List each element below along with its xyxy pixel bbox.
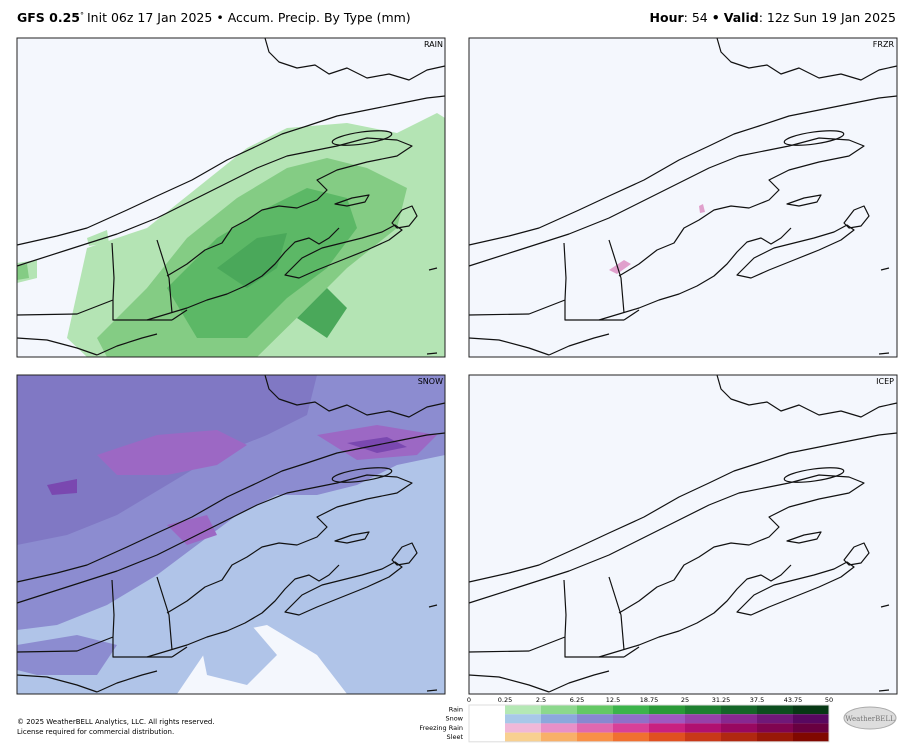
scale-swatch — [577, 705, 613, 715]
icep-panel — [468, 374, 898, 695]
scale-swatch — [649, 723, 685, 733]
scale-tick-label: 25 — [681, 696, 689, 704]
scale-swatch — [793, 732, 829, 742]
scale-tick-label: 37.5 — [750, 696, 764, 704]
init: Init 06z 17 Jan 2025 — [87, 10, 212, 25]
panel-border — [468, 374, 898, 695]
copyright: © 2025 WeatherBELL Analytics, LLC. All r… — [17, 718, 215, 726]
panel-bg — [469, 38, 897, 357]
scale-tick-label: 0.25 — [498, 696, 512, 704]
header-left: GFS 0.25° Init 06z 17 Jan 2025 • Accum. Pre… — [17, 10, 411, 25]
scale-swatch — [541, 732, 577, 742]
scale-swatch — [613, 714, 649, 724]
panel-border — [16, 374, 446, 695]
scale-swatch — [721, 714, 757, 724]
scale-tick-label: 6.25 — [570, 696, 584, 704]
scale-swatch — [721, 732, 757, 742]
panel-label: RAIN — [424, 40, 443, 49]
logo-badge — [843, 706, 897, 730]
scale-swatch — [649, 714, 685, 724]
scale-swatch — [793, 723, 829, 733]
scale-swatch — [505, 705, 541, 715]
valid-label: Valid — [724, 10, 759, 25]
color-scale: 0 0.25 2.5 6.25 12.5 18.75 25 31.25 37.5 43.75 50 R… — [419, 696, 833, 743]
scale-swatch — [577, 714, 613, 724]
separator: • — [712, 10, 720, 25]
scale-swatch — [793, 714, 829, 724]
frzr-precip — [609, 204, 705, 274]
degree: ° — [80, 11, 84, 20]
scale-swatch — [613, 705, 649, 715]
panel-label: FRZR — [873, 40, 895, 49]
scale-row-label: Rain — [449, 706, 463, 714]
panel-bg — [469, 375, 897, 694]
scale-swatch — [541, 714, 577, 724]
panel-labels: RAIN FRZR SNOW ICEP — [418, 40, 895, 386]
scale-tick-label: 2.5 — [536, 696, 546, 704]
hour-value: : 54 — [684, 10, 708, 25]
scale-swatch — [685, 714, 721, 724]
panel-label: ICEP — [876, 377, 894, 386]
scale-swatch — [649, 732, 685, 742]
scale-tick-label: 43.75 — [784, 696, 803, 704]
header-right: Hour: 54 • Valid: 12z Sun 19 Jan 2025 — [650, 10, 896, 25]
scale-swatch — [541, 723, 577, 733]
scale-row-label: Sleet — [447, 733, 464, 741]
scale-swatch — [757, 714, 793, 724]
scale-swatch — [757, 723, 793, 733]
valid-value: : 12z Sun 19 Jan 2025 — [759, 10, 896, 25]
panel-label: SNOW — [418, 377, 443, 386]
scale-tick-label: 0 — [467, 696, 471, 704]
scale-swatch — [721, 723, 757, 733]
scale-tick-label: 18.75 — [640, 696, 659, 704]
scale-swatch — [721, 705, 757, 715]
panel-border — [468, 37, 898, 358]
model: GFS 0.25 — [17, 10, 80, 25]
panel-border — [16, 37, 446, 358]
scale-row-label: Freezing Rain — [419, 724, 463, 732]
snow-precip — [17, 375, 445, 694]
scale-swatch — [757, 732, 793, 742]
scale-swatch — [577, 723, 613, 733]
scale-swatch — [541, 705, 577, 715]
scale-swatch — [757, 705, 793, 715]
scale-tick-label: 50 — [825, 696, 833, 704]
hour-label: Hour — [650, 10, 685, 25]
rain-precip — [17, 113, 445, 357]
scale-swatch — [613, 723, 649, 733]
separator: • — [216, 10, 223, 25]
scale-row-label: Snow — [445, 715, 463, 723]
scale-swatch — [505, 714, 541, 724]
scale-swatch — [793, 705, 829, 715]
license: License required for commercial distribu… — [17, 728, 174, 736]
scale-swatch — [685, 723, 721, 733]
scale-frame — [468, 704, 830, 743]
scale-swatch — [685, 732, 721, 742]
scale-tick-label: 12.5 — [606, 696, 620, 704]
logo: WeatherBELL — [845, 715, 895, 723]
scale-swatch — [505, 723, 541, 733]
snow-panel — [16, 374, 446, 695]
product: Accum. Precip. By Type (mm) — [228, 10, 411, 25]
scale-swatch — [577, 732, 613, 742]
frzr-panel — [468, 37, 898, 358]
rain-panel — [16, 37, 446, 358]
scale-swatch — [505, 732, 541, 742]
scale-tick-label: 31.25 — [712, 696, 731, 704]
scale-swatch — [613, 732, 649, 742]
scale-swatch — [649, 705, 685, 715]
scale-swatch — [685, 705, 721, 715]
